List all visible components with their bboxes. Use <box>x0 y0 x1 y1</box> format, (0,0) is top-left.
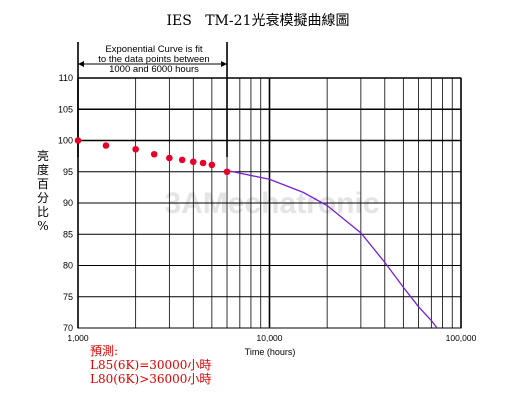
data-point <box>189 158 197 166</box>
y-tick-label: 100 <box>58 136 73 146</box>
data-point <box>178 156 186 164</box>
y-tick-label: 75 <box>63 292 73 302</box>
y-tick-label: 110 <box>59 73 73 83</box>
data-point <box>150 150 158 158</box>
y-axis-label-char: 亮 <box>37 148 49 163</box>
y-tick-label: 90 <box>63 198 73 208</box>
y-tick-label: 85 <box>63 229 73 239</box>
prediction-l85: L85(6K)=30000小時 <box>90 358 212 372</box>
y-tick-label: 105 <box>58 104 73 114</box>
plot-frame <box>77 77 462 329</box>
data-point <box>208 161 216 169</box>
fit-curve <box>226 169 438 329</box>
x-axis-ticks: 1,000 10,000 100,000 <box>67 333 476 343</box>
y-tick-label: 80 <box>63 261 73 271</box>
chart-title: IES TM-21光衰模擬曲線圖 <box>167 12 350 29</box>
y-axis-label-char: % <box>37 219 48 233</box>
annotation-arrow-left <box>78 61 84 67</box>
prediction-heading: 預測: <box>90 344 119 358</box>
data-point <box>166 154 173 162</box>
x-tick-label: 100,000 <box>446 333 477 343</box>
data-point <box>199 159 207 167</box>
y-axis-ticks: 70 75 80 85 90 95 100 105 110 <box>58 73 73 333</box>
x-tick-label: 10,000 <box>257 333 283 343</box>
data-point <box>74 137 82 144</box>
annotation-line: Exponential Curve is fit <box>105 44 203 55</box>
x-axis-label: Time (hours) <box>245 347 296 357</box>
y-axis-label-char: 分 <box>37 191 49 205</box>
x-tick-label: 1,000 <box>67 333 89 343</box>
prediction-l80: L80(6K)>36000小時 <box>90 372 212 386</box>
data-point <box>102 142 110 149</box>
y-tick-label: 70 <box>63 323 73 333</box>
y-axis-label-char: 比 <box>37 205 49 219</box>
watermark: 3AMechatronic <box>164 187 379 220</box>
data-point <box>223 168 231 176</box>
y-axis-label-char: 百 <box>37 177 49 191</box>
y-axis-label-char: 度 <box>37 162 49 177</box>
annotation-line: 1000 and 6000 hours <box>109 64 199 75</box>
data-point <box>132 145 139 153</box>
annotation-line: to the data points between <box>98 54 209 65</box>
series-layer <box>74 137 438 329</box>
y-tick-label: 95 <box>63 167 73 177</box>
annotation-arrow-right <box>221 61 228 67</box>
